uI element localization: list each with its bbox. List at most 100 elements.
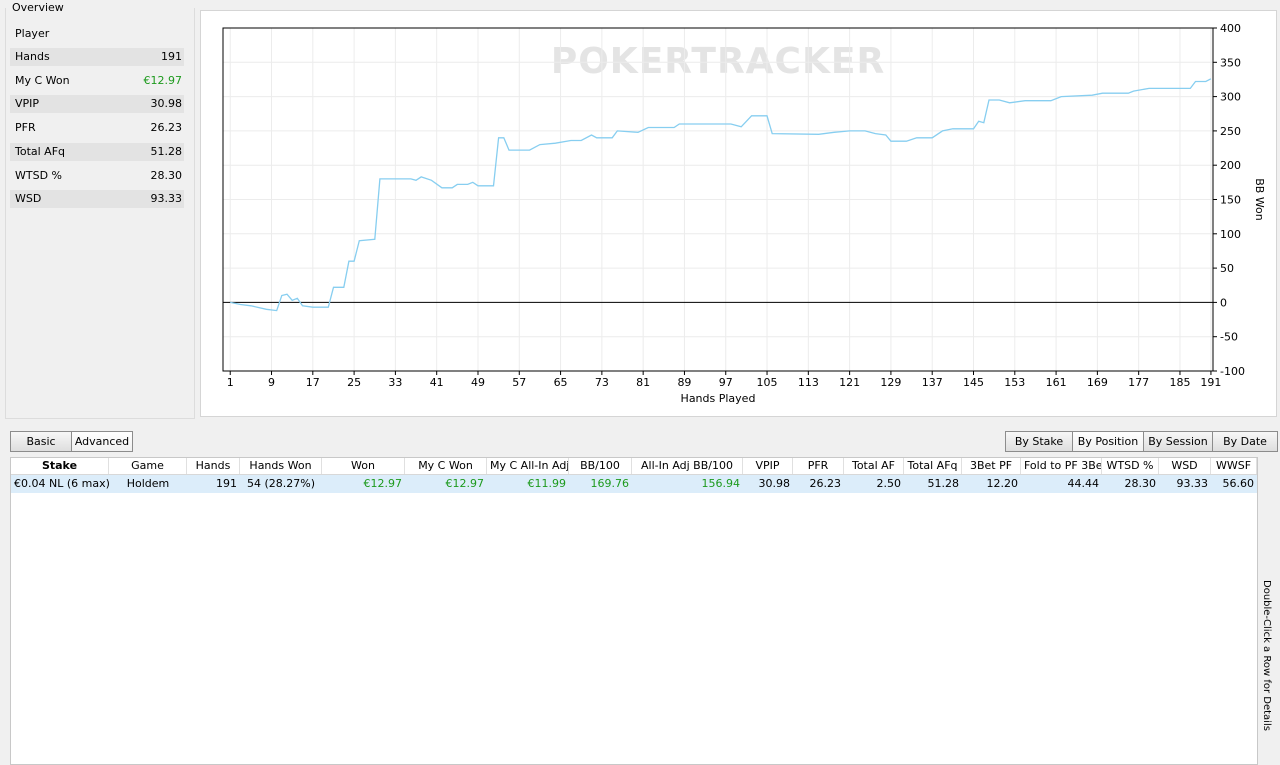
overview-row: Total AFq 51.28 <box>10 142 184 161</box>
x-tick-label: 113 <box>798 376 819 389</box>
column-header[interactable]: WSD <box>1159 458 1211 474</box>
stats-table: Stake Game Hands Hands Won Won My C Won My C A… <box>10 457 1258 765</box>
table-cell: 28.30 <box>1124 477 1157 490</box>
overview-row: PFR 26.23 <box>10 119 184 137</box>
stat-name: PFR <box>15 121 36 135</box>
x-tick-label: 89 <box>677 376 691 389</box>
x-tick-label: 169 <box>1087 376 1108 389</box>
overview-row: Hands 191 <box>10 48 184 66</box>
player-label: Player <box>15 27 50 40</box>
table-cell: 2.50 <box>876 477 902 490</box>
column-header[interactable]: BB/100 <box>569 458 632 474</box>
x-tick-label: 65 <box>554 376 568 389</box>
column-header[interactable]: Game <box>109 458 187 474</box>
stat-name: Hands <box>15 50 50 63</box>
y-tick-label: 200 <box>1220 159 1241 172</box>
column-header[interactable]: Hands Won <box>240 458 322 474</box>
toolbar-button[interactable]: By Session <box>1143 431 1213 452</box>
table-cell: 56.60 <box>1222 477 1255 490</box>
chart: POKERTRACKER 1 9 17 25 33 41 49 57 65 73 81 89 97 105 1… <box>222 22 1266 405</box>
overview-row: WSD 93.33 <box>10 190 184 209</box>
table-cell: Holdem <box>126 477 170 490</box>
column-header[interactable]: My C Won <box>405 458 487 474</box>
x-tick-label: 177 <box>1128 376 1149 389</box>
x-tick-label: 81 <box>636 376 650 389</box>
column-header[interactable]: Hands <box>187 458 240 474</box>
stat-value: 191 <box>161 50 182 63</box>
overview-row: WTSD % 28.30 <box>10 167 184 185</box>
x-tick-label: 17 <box>306 376 320 389</box>
column-header[interactable]: Total AF <box>844 458 904 474</box>
stat-value: 93.33 <box>150 192 183 206</box>
column-header[interactable]: PFR <box>793 458 844 474</box>
column-header[interactable]: VPIP <box>743 458 793 474</box>
plot-frame <box>222 27 1214 372</box>
stat-value: 30.98 <box>150 97 183 111</box>
x-tick-label: 49 <box>471 376 485 389</box>
x-tick-label: 1 <box>227 376 234 389</box>
x-tick-label: 97 <box>719 376 733 389</box>
x-tick-label: 161 <box>1046 376 1067 389</box>
y-tick-label: 0 <box>1220 296 1227 309</box>
stat-name: Total AFq <box>15 144 66 158</box>
column-header[interactable]: WTSD % <box>1102 458 1159 474</box>
column-header[interactable]: My C All-In Adj <box>487 458 569 474</box>
column-header[interactable]: 3Bet PF <box>962 458 1021 474</box>
overview-panel <box>5 8 195 419</box>
column-header[interactable]: Won <box>322 458 405 474</box>
x-tick-label: 137 <box>922 376 943 389</box>
toolbar-button[interactable]: By Position <box>1072 431 1144 452</box>
table-cell: 54 (28.27%) <box>246 477 316 490</box>
y-tick-label: -50 <box>1220 331 1238 344</box>
chart-panel: POKERTRACKER 1 9 17 25 33 41 49 57 65 73 81 89 97 105 1… <box>200 10 1277 417</box>
y-tick-label: -100 <box>1220 365 1245 378</box>
toolbar-button[interactable]: By Date <box>1212 431 1278 452</box>
x-tick-label: 153 <box>1004 376 1025 389</box>
table-cell: 44.44 <box>1067 477 1100 490</box>
stat-name: VPIP <box>15 97 40 111</box>
table-cell: 51.28 <box>927 477 960 490</box>
x-tick-label: 121 <box>839 376 860 389</box>
table-cell: 156.94 <box>701 477 741 490</box>
y-tick-label: 300 <box>1220 91 1241 104</box>
table-cell: 93.33 <box>1176 477 1209 490</box>
x-tick-label: 41 <box>430 376 444 389</box>
overview-title: Overview <box>11 1 65 14</box>
table-cell: €0.04 NL (6 max) <box>14 477 109 490</box>
x-tick-label: 57 <box>512 376 526 389</box>
x-tick-label: 105 <box>757 376 778 389</box>
toolbar-button[interactable]: Advanced <box>71 431 133 452</box>
table-cell: €12.97 <box>445 477 485 490</box>
toolbar-button[interactable]: Basic <box>10 431 72 452</box>
hint: Double-Click a Row for Details <box>1261 580 1272 731</box>
header-row: Stake Game Hands Hands Won Won My C Won My C A… <box>11 458 1257 475</box>
stat-name: WSD <box>15 192 42 206</box>
column-header[interactable]: WWSF <box>1211 458 1257 474</box>
x-tick-label: 191 <box>1200 376 1221 389</box>
table-cell: €12.97 <box>363 477 403 490</box>
data-row[interactable]: €0.04 NL (6 max) Holdem 191 54 (28.27%) €12.… <box>11 475 1257 493</box>
x-tick-label: 33 <box>388 376 402 389</box>
overview-row: VPIP 30.98 <box>10 95 184 114</box>
toolbar-button[interactable]: By Stake <box>1005 431 1073 452</box>
y-tick-label: 350 <box>1220 56 1241 69</box>
y-tick-label: 50 <box>1220 262 1234 275</box>
x-tick-label: 145 <box>963 376 984 389</box>
watermark: POKERTRACKER <box>551 41 885 82</box>
y-axis-label: BB Won <box>1253 178 1266 221</box>
column-header[interactable]: All-In Adj BB/100 <box>632 458 743 474</box>
x-tick-label: 129 <box>880 376 901 389</box>
stat-value: 26.23 <box>150 121 183 135</box>
column-header[interactable]: Fold to PF 3Bet <box>1021 458 1102 474</box>
x-tick-label: 25 <box>347 376 361 389</box>
table-cell: €11.99 <box>527 477 567 490</box>
stat-value: 51.28 <box>150 144 183 158</box>
table-cell: 169.76 <box>590 477 630 490</box>
x-axis-label: Hands Played <box>681 392 756 405</box>
y-tick-label: 250 <box>1220 125 1241 138</box>
y-tick-label: 150 <box>1220 194 1241 207</box>
y-tick-label: 100 <box>1220 228 1241 241</box>
column-header[interactable]: Stake <box>11 458 109 474</box>
column-header[interactable]: Total AFq <box>904 458 962 474</box>
